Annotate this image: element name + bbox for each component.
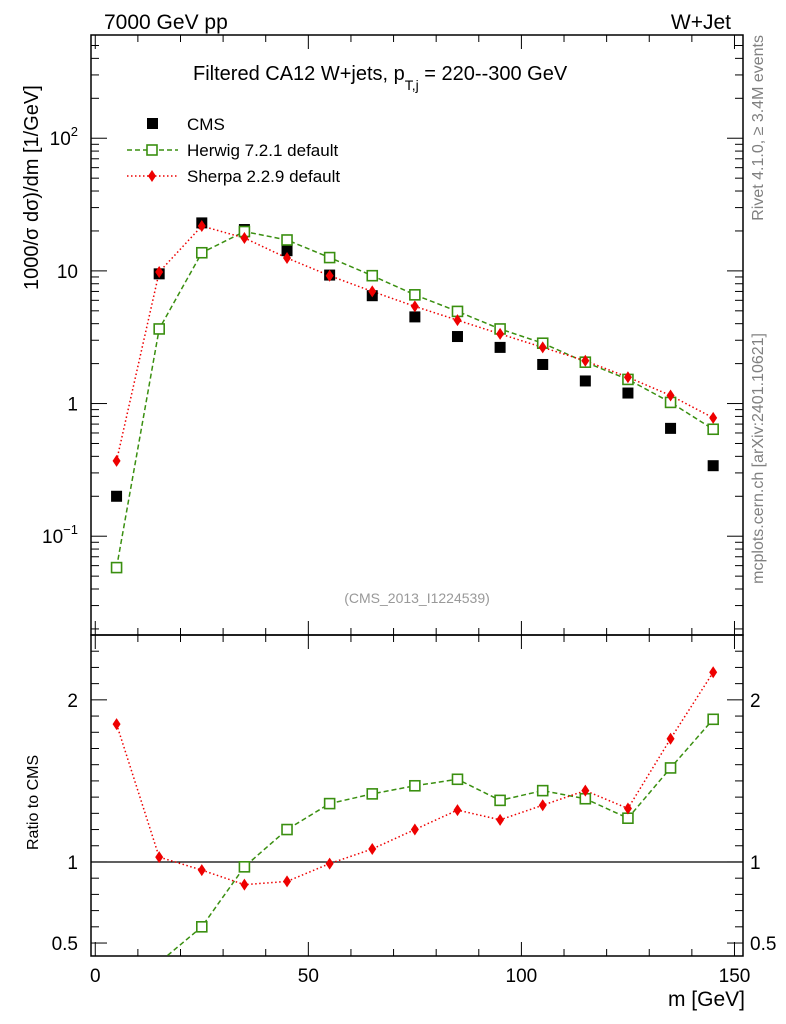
ratio-herwig-point [195, 921, 208, 933]
ratio-y-tick-label-right: 0.5 [750, 934, 776, 955]
main-y-tick-label: 10 [57, 262, 78, 283]
sherpa-point [538, 341, 547, 354]
ratio-herwig-point [281, 823, 293, 836]
legend-cms-label: CMS [187, 115, 225, 134]
ratio-y-tick-label-left: 1 [67, 853, 78, 874]
ratio-herwig-point [707, 713, 719, 726]
ratio-sherpa-point [283, 875, 292, 888]
herwig-point [110, 561, 123, 574]
herwig-point [409, 289, 421, 301]
title-subscript: T,j [405, 77, 419, 93]
ratio-sherpa-point [155, 851, 164, 864]
cms-point [111, 490, 123, 502]
mcplots-label: mcplots.cern.ch [arXiv:2401.10621] [750, 333, 767, 584]
herwig-line [115, 230, 714, 568]
sherpa-point [325, 269, 334, 282]
ratio-y-tick-label-right: 1 [750, 853, 761, 874]
sherpa-point [581, 354, 590, 367]
herwig-point [281, 234, 293, 246]
sherpa-point [283, 252, 292, 265]
title-tail: = 220--300 GeV [419, 63, 568, 85]
ratio-sherpa-point [666, 732, 675, 745]
legend: CMS Herwig 7.2.1 default Sherpa 2.2.9 de… [127, 115, 340, 186]
main-y-tick-label: 10−1 [42, 522, 78, 548]
ratio-y-tick-label-left: 0.5 [52, 934, 78, 955]
cms-point [281, 245, 293, 257]
ratio-y-tick-label-right: 2 [750, 691, 761, 712]
main-y-axis-label: 1000/σ dσ)/dm [1/GeV] [21, 85, 43, 290]
x-tick-label: 150 [719, 966, 751, 987]
herwig-point [153, 323, 165, 335]
ratio-sherpa-line [115, 671, 714, 886]
x-tick-label: 100 [506, 966, 538, 987]
cms-point [451, 331, 463, 343]
cms-point [707, 460, 719, 472]
rivet-label: Rivet 4.1.0, ≥ 3.4M events [750, 35, 767, 221]
x-axis-label: m [GeV] [668, 988, 745, 1011]
legend-herwig-label: Herwig 7.2.1 default [187, 141, 338, 160]
sherpa-point [666, 389, 675, 402]
herwig-point [195, 246, 208, 259]
sherpa-point [240, 231, 249, 244]
cms-point [622, 387, 634, 399]
ratio-herwig-point [409, 779, 421, 792]
ratio-sherpa-point [240, 878, 249, 891]
legend-sherpa-marker [148, 170, 156, 182]
herwig-point [323, 251, 336, 264]
ratio-sherpa-point [453, 804, 462, 817]
ratio-y-axis-label: Ratio to CMS [25, 755, 42, 850]
ratio-sherpa-point [623, 802, 632, 815]
sherpa-point [623, 371, 632, 384]
sherpa-point [368, 285, 377, 298]
header-right: W+Jet [671, 11, 731, 34]
sherpa-point [112, 454, 121, 467]
legend-cms-marker [147, 118, 158, 129]
ratio-herwig-point [664, 762, 677, 774]
x-tick-label: 0 [90, 966, 101, 987]
x-tick-label: 50 [298, 966, 319, 987]
ratio-sherpa-point [538, 799, 547, 812]
header-left: 7000 GeV pp [104, 11, 228, 34]
cms-point [494, 341, 506, 353]
ratio-herwig-line [165, 718, 714, 956]
herwig-point [366, 269, 379, 282]
ratio-plot-frame [90, 634, 744, 957]
cms-point [665, 422, 677, 434]
ratio-sherpa-point [581, 784, 590, 797]
ratio-sherpa-point [368, 843, 377, 855]
ratio-y-tick-label-left: 2 [67, 691, 78, 712]
legend-herwig-marker [146, 144, 158, 156]
ratio-sherpa-point [197, 864, 206, 877]
sherpa-point [709, 411, 718, 424]
main-y-tick-label: 102 [50, 124, 78, 150]
sherpa-point [197, 219, 206, 232]
ratio-herwig-point [323, 797, 336, 810]
ratio-herwig-point [451, 773, 464, 786]
ratio-sherpa-point [325, 857, 334, 870]
ratio-sherpa-point [410, 823, 419, 836]
ratio-herwig-point [366, 788, 379, 800]
ratio-sherpa-point [496, 813, 505, 826]
ratio-series-group [112, 666, 719, 956]
ratio-herwig-point [238, 861, 251, 873]
cms-point [409, 311, 421, 323]
legend-sherpa-label: Sherpa 2.2.9 default [187, 167, 340, 186]
sherpa-point [453, 314, 462, 327]
main-title: Filtered CA12 W+jets, pT,j = 220--300 Ge… [193, 63, 568, 93]
cms-point [579, 375, 591, 387]
sherpa-point [410, 300, 419, 313]
herwig-point [707, 423, 719, 436]
ratio-herwig-point [536, 784, 549, 797]
sherpa-point [496, 327, 505, 340]
ratio-herwig-point [494, 794, 506, 807]
analysis-watermark: (CMS_2013_I1224539) [344, 590, 490, 606]
title-main: Filtered CA12 W+jets, p [193, 63, 405, 85]
ratio-sherpa-point [709, 666, 718, 679]
ratio-sherpa-point [112, 718, 121, 731]
ratio-herwig-point [622, 812, 634, 824]
main-y-tick-label: 1 [67, 395, 78, 416]
sherpa-point [155, 266, 164, 279]
cms-point [537, 358, 549, 370]
